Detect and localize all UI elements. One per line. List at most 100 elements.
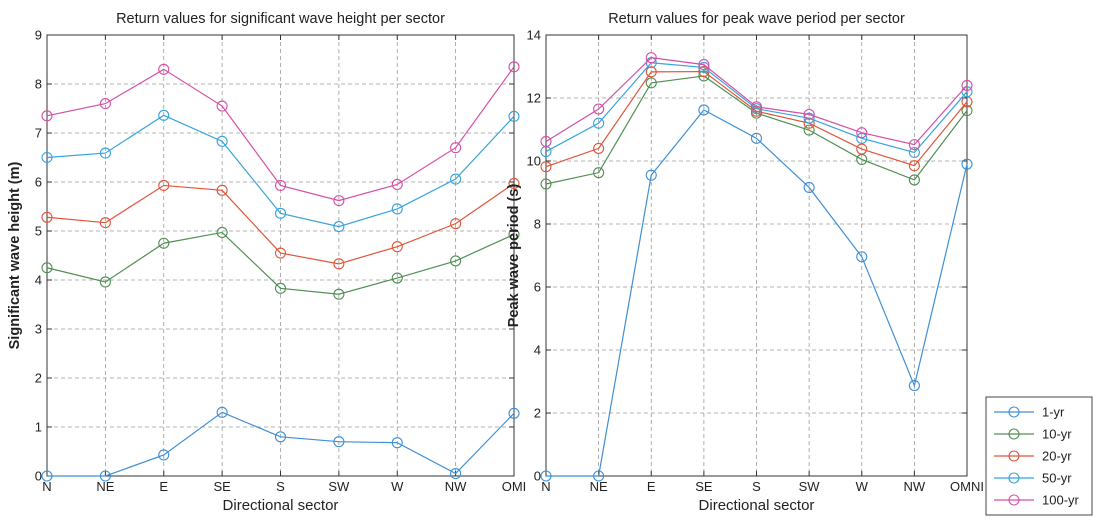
data-point [908, 174, 920, 186]
data-point [99, 276, 111, 288]
data-point [41, 262, 53, 274]
x-tick-label: S [276, 479, 285, 494]
series-line [545, 62, 968, 154]
legend-label: 100-yr [1042, 493, 1080, 508]
data-point [216, 406, 228, 418]
data-point [803, 124, 815, 136]
data-point [645, 169, 657, 181]
x-tick-label: N [42, 479, 51, 494]
data-point [593, 167, 605, 179]
data-point [333, 288, 345, 300]
chart-title: Return values for peak wave period per s… [608, 11, 905, 27]
data-point [750, 101, 763, 113]
data-point [158, 109, 170, 121]
data-point [961, 105, 973, 117]
data-point [99, 147, 111, 159]
x-axis-label: Directional sector [223, 497, 339, 514]
data-point [508, 177, 520, 190]
data-point [593, 103, 605, 115]
x-tick-label: E [647, 479, 656, 494]
series-1-yr [540, 104, 973, 482]
data-point [450, 467, 462, 480]
data-point [41, 470, 53, 482]
data-point [645, 77, 657, 89]
data-point [508, 61, 520, 73]
data-point [158, 179, 170, 191]
x-tick-label: SW [799, 479, 821, 494]
x-tick-label: E [159, 479, 168, 494]
y-tick-label: 6 [534, 280, 541, 295]
data-point [216, 226, 228, 239]
data-point [856, 127, 868, 139]
data-point [540, 470, 552, 482]
chart-panel-1: 0 1 2 3 4 5 6 7 8 9 N NE E SE S SW W NW OMI Return values f… [7, 11, 526, 514]
data-point [158, 63, 170, 75]
data-point [391, 272, 403, 284]
x-tick-label: S [752, 479, 761, 494]
data-point [333, 436, 345, 448]
data-point [391, 178, 403, 190]
data-point [333, 195, 345, 207]
data-point [856, 132, 868, 144]
gridlines [546, 35, 967, 476]
gridlines [47, 35, 514, 476]
series-line [545, 70, 968, 168]
data-point [450, 218, 462, 230]
y-axis-label: Significant wave height (m) [7, 161, 23, 349]
series-line [46, 114, 515, 228]
x-tick-label: SE [213, 479, 231, 494]
series-line [46, 66, 515, 202]
x-tick-label: OMI [502, 479, 527, 494]
data-point [856, 251, 868, 263]
data-point [908, 160, 920, 172]
data-point [450, 142, 462, 154]
series-10-yr [540, 70, 973, 190]
data-point [803, 112, 815, 124]
y-tick-label: 9 [35, 28, 42, 43]
data-point [333, 258, 345, 270]
data-point [391, 437, 403, 449]
chart-title: Return values for significant wave heigh… [116, 11, 445, 27]
data-point [216, 184, 228, 196]
x-tick-label: W [391, 479, 404, 494]
data-point [698, 104, 710, 116]
data-point [99, 98, 111, 110]
data-point [698, 59, 710, 71]
x-tick-label: SW [328, 479, 350, 494]
data-point [750, 132, 763, 144]
series-line [47, 411, 515, 477]
legend: 1-yr 10-yr 20-yr 50-yr 100-yr [985, 396, 1093, 516]
data-point [856, 143, 868, 155]
data-point [645, 52, 657, 64]
y-tick-label: 2 [534, 406, 541, 421]
data-point [450, 255, 462, 267]
legend-marker [1008, 428, 1020, 440]
data-point [158, 449, 170, 461]
y-tick-label: 8 [534, 217, 541, 232]
y-tick-label: 3 [35, 322, 42, 337]
data-point [961, 158, 973, 170]
data-point [391, 203, 403, 215]
y-tick-label: 8 [35, 77, 42, 92]
series-100-yr [41, 61, 520, 207]
data-point [540, 178, 552, 190]
data-point [961, 79, 973, 91]
legend-marker [1008, 472, 1020, 484]
y-tick-label: 0 [534, 469, 541, 484]
y-tick-label: 10 [527, 154, 541, 169]
series-50-yr [41, 109, 520, 233]
y-tick-label: 1 [35, 420, 42, 435]
x-tick-label: NE [590, 479, 608, 494]
y-tick-label: 6 [35, 175, 42, 190]
x-tick-label: SE [695, 479, 713, 494]
data-point [540, 135, 552, 148]
y-tick-label: 7 [35, 126, 42, 141]
data-point [803, 181, 815, 194]
data-point [41, 151, 53, 164]
data-point [508, 228, 520, 240]
data-point [99, 217, 111, 229]
x-tick-label: OMNI [950, 479, 984, 494]
data-point [333, 221, 345, 233]
data-point [274, 179, 287, 191]
data-point [216, 135, 228, 147]
